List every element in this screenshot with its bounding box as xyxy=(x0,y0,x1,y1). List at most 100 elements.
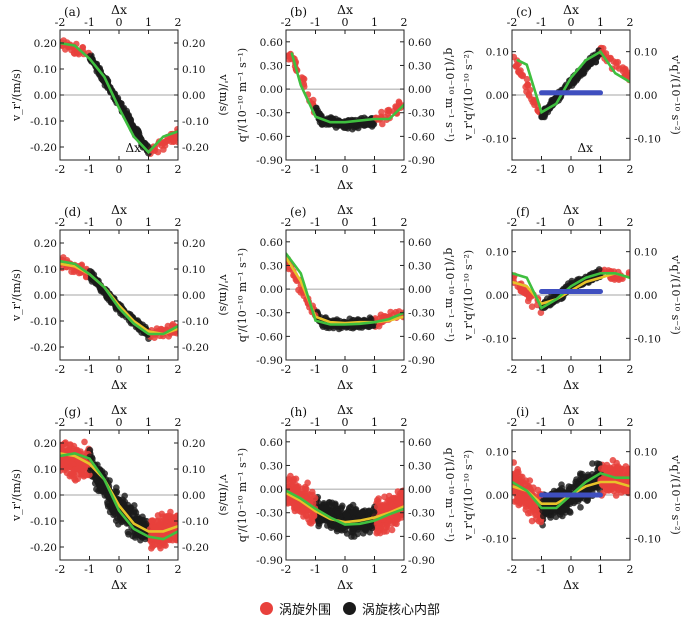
x-axis-label-top: Δx xyxy=(111,2,127,17)
x-axis-label-top: Δx xyxy=(563,402,579,417)
panel-c: -2 -2 -1 -1 0 0 1 1 2 2 0.10 0.10 0.00 0.00 -0.10 -0.10… xyxy=(462,2,682,176)
series-line-yellow xyxy=(60,452,178,533)
y-axis-label-right: q'/(10⁻¹⁰ m⁻¹ s⁻¹) xyxy=(443,448,456,542)
point-inner xyxy=(315,516,322,524)
point-outer xyxy=(151,541,158,549)
y-tick-label-right: -0.10 xyxy=(634,533,661,545)
y-tick-label-left: 0.00 xyxy=(486,490,509,502)
y-tick-label-right: 0.10 xyxy=(182,464,205,476)
point-outer xyxy=(393,520,400,528)
y-tick-label-left: -0.10 xyxy=(482,533,509,545)
x-axis-label-bottom: Δx xyxy=(337,377,353,392)
legend-label-inner: 涡旋核心内部 xyxy=(362,602,441,618)
point-outer xyxy=(81,438,88,446)
y-tick-label-right: 0.10 xyxy=(634,47,657,59)
series-line-green xyxy=(286,252,404,326)
x-tick-label-top: -1 xyxy=(536,216,547,229)
point-outer xyxy=(626,465,630,473)
point-outer xyxy=(620,66,628,73)
y-tick-label-right: 0.10 xyxy=(182,264,205,276)
point-inner xyxy=(343,511,351,519)
y-axis-label-right: v'q'/(10⁻¹⁰ s⁻²) xyxy=(669,454,682,535)
point-inner xyxy=(140,516,147,524)
y-axis-label-right: q'/(10⁻¹⁰ m⁻¹ s⁻¹) xyxy=(443,48,456,142)
y-tick-label-right: 0.10 xyxy=(634,247,657,259)
scatter-points xyxy=(286,472,404,540)
series-line-green xyxy=(290,52,404,124)
x-tick-label-top: 1 xyxy=(145,16,152,29)
y-tick-label-left: 0.60 xyxy=(260,37,283,49)
point-outer xyxy=(377,311,385,319)
y-tick-label-right: 0.10 xyxy=(634,447,657,459)
x-tick-label-bottom: -2 xyxy=(507,163,518,176)
point-outer xyxy=(304,479,311,487)
y-axis-label-left: v_r'q'/(10⁻¹⁰ s⁻²) xyxy=(462,50,475,141)
point-outer xyxy=(388,526,396,534)
y-tick-label-right: -0.90 xyxy=(408,355,435,367)
y-tick-label-left: -0.60 xyxy=(256,331,283,343)
point-inner xyxy=(368,120,375,128)
x-tick-label-bottom: 1 xyxy=(597,163,604,176)
x-tick-label-top: 0 xyxy=(342,216,349,229)
y-tick-label-right: 0.20 xyxy=(182,438,205,450)
point-outer xyxy=(389,495,396,502)
x-tick-label-bottom: 2 xyxy=(401,163,408,176)
point-outer xyxy=(522,506,530,513)
point-outer xyxy=(537,309,545,317)
x-tick-label-top: 2 xyxy=(627,16,634,29)
point-outer xyxy=(75,50,83,58)
x-tick-label-top: -1 xyxy=(84,416,95,429)
y-tick-label-right: -0.10 xyxy=(182,116,209,128)
y-tick-label-left: 0.30 xyxy=(260,260,283,272)
point-outer xyxy=(385,106,393,114)
y-tick-label-right: 0.10 xyxy=(182,64,205,76)
point-outer xyxy=(597,465,605,473)
x-tick-label-top: 2 xyxy=(627,216,634,229)
panel-label: (f) xyxy=(516,205,530,219)
y-tick-label-left: 0.10 xyxy=(486,247,509,259)
point-outer xyxy=(613,63,620,70)
plot-frame xyxy=(285,29,405,161)
point-outer xyxy=(302,485,310,493)
x-tick-label-top: -2 xyxy=(55,216,66,229)
y-tick-label-right: 0.30 xyxy=(408,460,431,472)
y-tick-label-right: 0.00 xyxy=(182,490,205,502)
x-axis-label-top: Δx xyxy=(337,2,353,17)
point-inner xyxy=(590,484,597,491)
y-tick-label-right: 0.60 xyxy=(408,237,431,249)
y-tick-label-left: 0.60 xyxy=(260,237,283,249)
y-tick-label-left: -0.30 xyxy=(256,508,283,520)
x-tick-label-bottom: -2 xyxy=(281,363,292,376)
series-line-green xyxy=(60,452,178,541)
panel-label: (e) xyxy=(290,205,306,219)
x-tick-label-top: 1 xyxy=(371,216,378,229)
point-outer xyxy=(286,476,293,483)
y-tick-label-left: 0.20 xyxy=(34,238,57,250)
point-inner xyxy=(349,501,357,509)
point-outer xyxy=(311,494,319,502)
x-tick-label-top: 1 xyxy=(597,16,604,29)
point-outer xyxy=(610,487,618,495)
x-tick-label-bottom: -2 xyxy=(55,363,66,376)
point-inner xyxy=(359,508,367,515)
y-tick-label-right: 0.20 xyxy=(182,38,205,50)
point-inner xyxy=(340,124,348,131)
y-tick-label-right: -0.10 xyxy=(634,333,661,345)
point-inner xyxy=(565,486,573,493)
y-axis-label-right: v'q'/(10⁻¹⁰ s⁻²) xyxy=(669,54,682,135)
x-tick-label-top: 1 xyxy=(597,216,604,229)
series-line-green xyxy=(512,272,630,310)
x-tick-label-top: -1 xyxy=(310,16,321,29)
point-inner xyxy=(579,473,587,481)
y-tick-label-right: 0.60 xyxy=(408,37,431,49)
x-tick-label-top: -1 xyxy=(536,16,547,29)
x-axis-label-top: Δx xyxy=(111,402,127,417)
y-tick-label-right: -0.10 xyxy=(182,316,209,328)
x-tick-label-bottom: -2 xyxy=(55,163,66,176)
point-inner xyxy=(334,508,342,515)
point-inner xyxy=(556,511,564,518)
point-outer xyxy=(517,71,525,79)
x-axis-label-bottom: Δx xyxy=(111,577,127,592)
point-outer xyxy=(300,75,307,82)
y-tick-label-left: -0.10 xyxy=(30,116,57,128)
